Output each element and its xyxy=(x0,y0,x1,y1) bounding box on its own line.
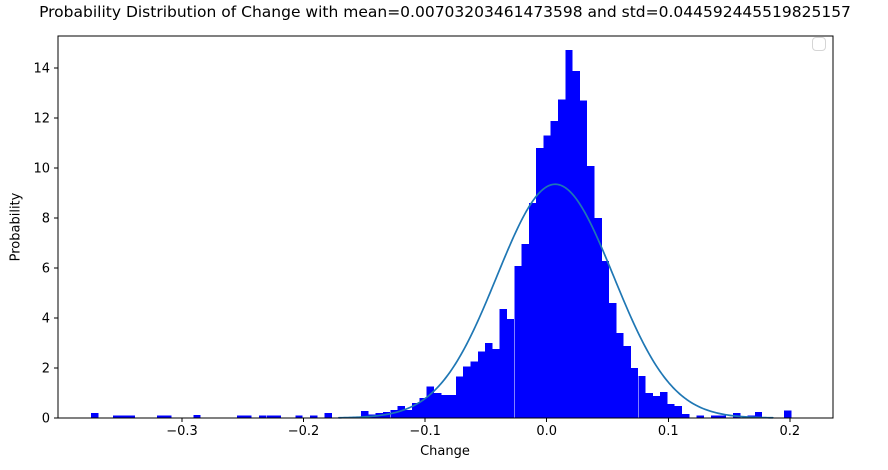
y-tick-label: 12 xyxy=(33,112,50,127)
y-tick-label: 6 xyxy=(42,262,50,277)
histogram-bar xyxy=(506,319,515,418)
histogram-bar xyxy=(470,361,478,418)
axes-frame xyxy=(57,35,834,419)
histogram-bar xyxy=(499,309,507,418)
histogram-bar xyxy=(601,261,610,418)
histogram-bar xyxy=(660,391,668,418)
histogram-bar xyxy=(477,351,486,418)
histogram-bar xyxy=(784,410,792,418)
histogram-bar xyxy=(404,410,413,418)
histogram-bar xyxy=(127,415,135,418)
y-tick-label: 8 xyxy=(42,212,50,227)
histogram-bar xyxy=(521,244,529,418)
histogram-bar xyxy=(193,415,201,418)
histogram-bar xyxy=(754,411,763,418)
histogram-bar xyxy=(273,415,281,418)
histogram-bar xyxy=(565,50,573,418)
histogram-bar xyxy=(310,415,318,418)
histogram-bar xyxy=(558,99,566,418)
histogram-bar xyxy=(514,266,522,418)
histogram-bar xyxy=(266,415,274,418)
histogram-bar xyxy=(667,404,675,418)
histogram-bar xyxy=(623,346,631,418)
histogram-bar xyxy=(324,413,332,418)
histogram-bar xyxy=(412,403,420,418)
histogram-bar xyxy=(237,415,245,418)
histogram-bar xyxy=(696,415,704,418)
histogram-bar xyxy=(536,148,544,418)
histogram-bar xyxy=(91,413,99,418)
histogram-bar xyxy=(572,71,580,418)
histogram-bar xyxy=(630,368,639,418)
histogram-bar xyxy=(550,121,559,418)
histogram-bar xyxy=(113,415,121,418)
histogram-bar xyxy=(638,376,646,418)
x-tick-label: −0.1 xyxy=(409,424,441,439)
histogram-bar xyxy=(711,415,719,418)
histogram-bar xyxy=(156,415,165,418)
histogram-bar xyxy=(120,415,128,418)
normal-curve xyxy=(337,183,774,419)
x-axis-label: Change xyxy=(420,444,470,459)
legend-box xyxy=(812,37,826,51)
histogram-bar xyxy=(718,415,726,418)
histogram-bar xyxy=(645,393,653,418)
histogram-bar xyxy=(419,398,427,418)
histogram-bar xyxy=(594,218,602,418)
histogram-bar xyxy=(543,135,551,418)
y-tick-label: 14 xyxy=(33,62,50,77)
histogram-bar xyxy=(616,333,624,418)
histogram-bar xyxy=(361,411,369,418)
y-tick-label: 4 xyxy=(42,312,50,327)
histogram-bar xyxy=(587,166,595,418)
histogram-bar xyxy=(455,376,464,418)
x-tick-label: 0.1 xyxy=(658,424,679,439)
histogram-bar xyxy=(579,100,588,418)
chart-title: Probability Distribution of Change with … xyxy=(39,3,851,21)
histogram-bar xyxy=(390,410,398,418)
x-tick-label: −0.3 xyxy=(166,424,198,439)
histogram-bar xyxy=(492,349,500,418)
y-tick-label: 0 xyxy=(42,412,50,427)
histogram-bar xyxy=(258,415,267,418)
histogram-bar xyxy=(434,393,442,418)
histogram-bar xyxy=(448,395,456,418)
y-tick-label: 10 xyxy=(33,162,50,177)
histogram-bar xyxy=(463,366,471,418)
histogram-bar xyxy=(397,406,405,418)
histogram-bar xyxy=(295,415,303,418)
x-tick-label: 0.0 xyxy=(536,424,557,439)
histogram-bar xyxy=(244,415,252,418)
histogram-bar xyxy=(652,396,661,418)
histogram-bar xyxy=(164,415,172,418)
y-axis-label: Probability xyxy=(8,192,24,262)
histogram-bar xyxy=(528,203,537,418)
histogram-bar xyxy=(682,414,690,418)
x-tick-label: −0.2 xyxy=(288,424,320,439)
histogram-bar xyxy=(674,406,683,418)
histogram-bar xyxy=(609,303,617,418)
histogram-bar xyxy=(441,395,449,418)
y-tick-label: 2 xyxy=(42,362,50,377)
histogram-bar xyxy=(485,343,493,418)
histogram-bar xyxy=(426,386,435,418)
x-tick-label: 0.2 xyxy=(779,424,800,439)
